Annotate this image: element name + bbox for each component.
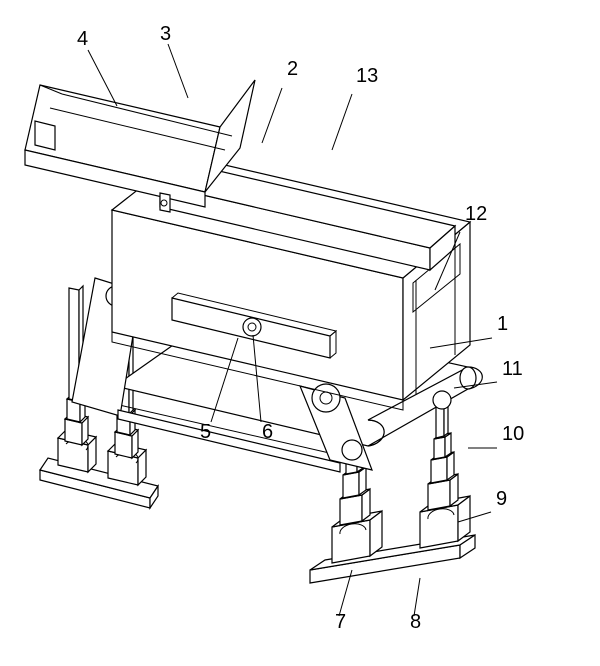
- label-6: 6: [262, 421, 273, 443]
- label-2: 2: [287, 58, 298, 80]
- label-11: 11: [502, 358, 523, 380]
- label-12: 12: [465, 203, 487, 225]
- hopper-hinge: [160, 193, 170, 212]
- label-7: 7: [335, 611, 346, 633]
- label-9: 9: [496, 488, 507, 510]
- label-13: 13: [356, 65, 378, 87]
- pivot-link-right: [433, 391, 451, 409]
- technical-drawing: 4 3 2 13 12 1 11 10 9 7 8 5 6: [0, 0, 600, 666]
- label-5: 5: [200, 421, 211, 443]
- label-10: 10: [502, 423, 524, 445]
- label-8: 8: [410, 611, 421, 633]
- label-1: 1: [497, 313, 508, 335]
- label-4: 4: [77, 28, 88, 50]
- label-3: 3: [160, 23, 171, 45]
